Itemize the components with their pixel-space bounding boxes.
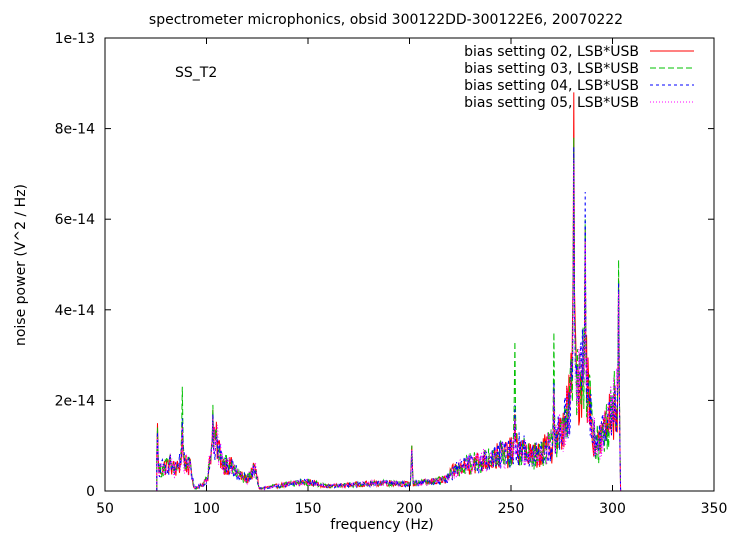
y-tick-label: 4e-14 [55, 303, 95, 319]
y-tick-label: 8e-14 [55, 122, 95, 138]
plot-frame [104, 37, 715, 492]
x-tick-label: 150 [295, 501, 322, 517]
x-tick-label: 100 [193, 501, 220, 517]
y-axis-label: noise power (V^2 / Hz) [13, 184, 29, 346]
x-tick-label: 250 [498, 501, 525, 517]
x-axis-label: frequency (Hz) [330, 517, 433, 533]
x-tick-label: 50 [96, 501, 114, 517]
y-tick-label: 0 [86, 484, 95, 500]
series-line [156, 137, 622, 492]
series-line [156, 146, 622, 492]
x-tick-label: 200 [396, 501, 423, 517]
legend-label: bias setting 03, LSB*USB [464, 61, 639, 77]
y-tick-label: 2e-14 [55, 393, 95, 409]
series-line [156, 160, 622, 492]
annotation-label: SS_T2 [175, 65, 217, 81]
x-tick-label: 300 [599, 501, 626, 517]
series-group [156, 92, 622, 492]
y-tick-label: 6e-14 [55, 212, 95, 228]
chart-title: spectrometer microphonics, obsid 300122D… [149, 12, 623, 28]
legend-label: bias setting 05, LSB*USB [464, 95, 639, 111]
legend-label: bias setting 04, LSB*USB [464, 78, 639, 94]
legend-label: bias setting 02, LSB*USB [464, 44, 639, 60]
axis-ticks: 50 100 150 200 250 300 350 0 2e-14 4e-14 6e-14 8e-1… [55, 31, 728, 517]
y-tick-label: 1e-13 [55, 31, 95, 47]
x-tick-label: 350 [701, 501, 728, 517]
